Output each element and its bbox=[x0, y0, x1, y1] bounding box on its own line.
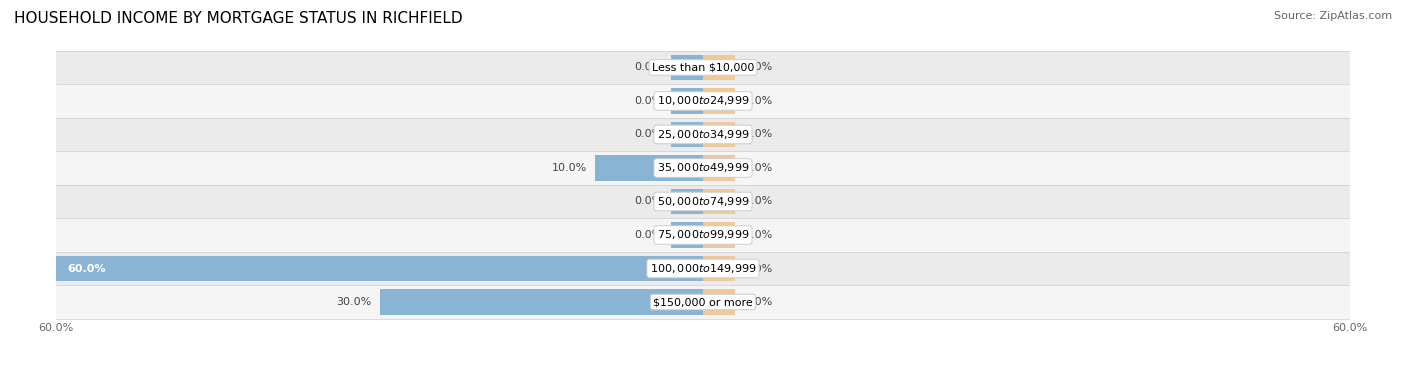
Bar bbox=[671, 88, 703, 113]
Bar bbox=[56, 285, 1350, 319]
Text: 0.0%: 0.0% bbox=[744, 230, 772, 240]
Bar bbox=[703, 55, 735, 80]
Text: 0.0%: 0.0% bbox=[744, 297, 772, 307]
Bar bbox=[703, 122, 735, 147]
Text: HOUSEHOLD INCOME BY MORTGAGE STATUS IN RICHFIELD: HOUSEHOLD INCOME BY MORTGAGE STATUS IN R… bbox=[14, 11, 463, 26]
Text: 0.0%: 0.0% bbox=[744, 196, 772, 207]
Bar bbox=[703, 189, 735, 214]
Bar bbox=[380, 290, 703, 314]
Text: 0.0%: 0.0% bbox=[744, 129, 772, 139]
Bar bbox=[56, 256, 703, 281]
Text: 0.0%: 0.0% bbox=[744, 96, 772, 106]
Text: 60.0%: 60.0% bbox=[67, 264, 105, 273]
Text: 0.0%: 0.0% bbox=[634, 129, 662, 139]
Text: 0.0%: 0.0% bbox=[744, 163, 772, 173]
Bar bbox=[671, 189, 703, 214]
Bar bbox=[56, 118, 1350, 151]
Bar bbox=[703, 222, 735, 248]
Bar bbox=[703, 88, 735, 113]
Bar bbox=[56, 151, 1350, 185]
Text: $50,000 to $74,999: $50,000 to $74,999 bbox=[657, 195, 749, 208]
Bar bbox=[56, 51, 1350, 84]
Text: 0.0%: 0.0% bbox=[634, 196, 662, 207]
Bar bbox=[703, 155, 735, 181]
Text: $150,000 or more: $150,000 or more bbox=[654, 297, 752, 307]
Text: $35,000 to $49,999: $35,000 to $49,999 bbox=[657, 161, 749, 175]
Text: 0.0%: 0.0% bbox=[744, 63, 772, 72]
Text: $75,000 to $99,999: $75,000 to $99,999 bbox=[657, 228, 749, 242]
Bar bbox=[671, 122, 703, 147]
Text: $10,000 to $24,999: $10,000 to $24,999 bbox=[657, 95, 749, 107]
Bar bbox=[703, 256, 735, 281]
Bar bbox=[703, 290, 735, 314]
Bar bbox=[56, 185, 1350, 218]
Text: $100,000 to $149,999: $100,000 to $149,999 bbox=[650, 262, 756, 275]
Text: Source: ZipAtlas.com: Source: ZipAtlas.com bbox=[1274, 11, 1392, 21]
Text: 30.0%: 30.0% bbox=[336, 297, 371, 307]
Bar bbox=[56, 252, 1350, 285]
Text: 10.0%: 10.0% bbox=[551, 163, 586, 173]
Text: Less than $10,000: Less than $10,000 bbox=[652, 63, 754, 72]
Bar bbox=[56, 84, 1350, 118]
Bar bbox=[671, 55, 703, 80]
Bar bbox=[595, 155, 703, 181]
Text: 0.0%: 0.0% bbox=[634, 230, 662, 240]
Bar bbox=[671, 222, 703, 248]
Text: 0.0%: 0.0% bbox=[634, 63, 662, 72]
Text: $25,000 to $34,999: $25,000 to $34,999 bbox=[657, 128, 749, 141]
Bar bbox=[56, 218, 1350, 252]
Text: 0.0%: 0.0% bbox=[744, 264, 772, 273]
Text: 0.0%: 0.0% bbox=[634, 96, 662, 106]
